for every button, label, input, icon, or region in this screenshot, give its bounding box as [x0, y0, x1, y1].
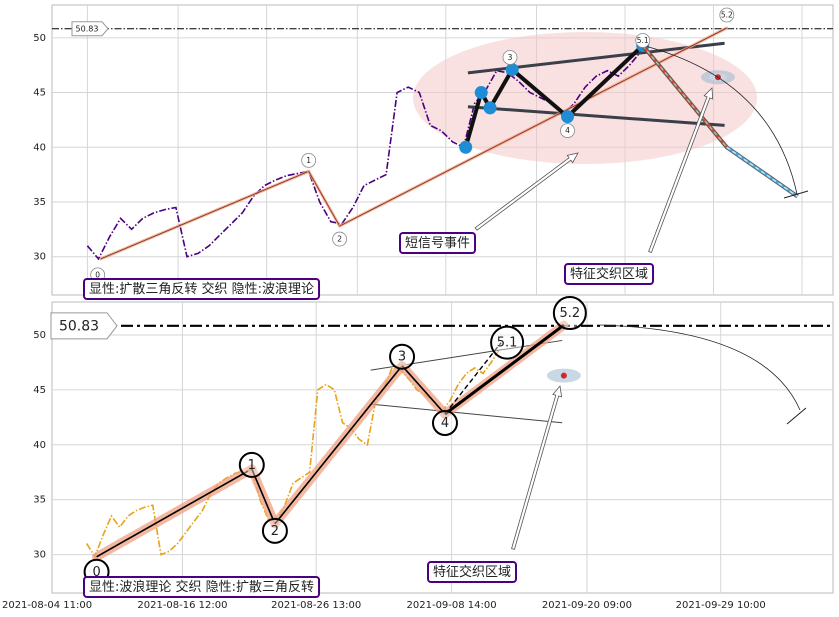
- plot-area: [51, 4, 834, 296]
- pivot-point: [483, 101, 497, 115]
- decay-tick: [783, 190, 809, 199]
- hint-arrow-shape: [511, 385, 563, 550]
- wave-badge: [560, 123, 575, 139]
- annotation-box: [83, 576, 321, 598]
- wave-badge: [261, 517, 288, 544]
- wave-label: 2: [271, 524, 279, 539]
- pivot-point: [474, 86, 488, 100]
- y-tick-label: 45: [33, 88, 46, 99]
- triangle-line: [370, 403, 563, 424]
- y-tick-label: 40: [33, 440, 46, 451]
- wave-line: [308, 171, 340, 227]
- annotation: 特征交织区域: [570, 266, 648, 282]
- wave-label: 3: [398, 350, 406, 365]
- annotation: 短信号事件: [405, 236, 470, 251]
- wave-badge: [719, 7, 735, 23]
- annotation: 显性:扩散三角反转 交织 隐性:波浪理论: [89, 281, 314, 297]
- projection-dash: [726, 146, 799, 198]
- y-tick-label: 45: [33, 385, 46, 396]
- y-tick-label: 35: [33, 495, 46, 506]
- wave-badge: [332, 231, 348, 247]
- wave-line: [444, 323, 565, 416]
- wave-label: 3: [508, 53, 513, 62]
- wave-badge: [431, 410, 458, 437]
- hint-arrow: [648, 87, 714, 254]
- plot: [52, 320, 833, 562]
- triangle-line: [467, 105, 725, 127]
- decay-arc: [599, 324, 801, 411]
- wave-badge: [635, 33, 651, 48]
- wave-badge: [490, 325, 525, 360]
- wave-line: [251, 468, 276, 525]
- x-tick-label: 2021-09-29 10:00: [676, 600, 766, 611]
- wave-label: 4: [441, 416, 449, 431]
- annotation-box: [399, 232, 477, 254]
- hint-arrow-shape: [648, 87, 714, 254]
- hint-arrow: [511, 385, 563, 550]
- pivot-line: [463, 44, 645, 148]
- wave-badge: [301, 152, 317, 168]
- annotation: 特征交织区域: [433, 564, 511, 580]
- x-tick-label: 2021-08-26 13:00: [271, 600, 361, 611]
- wave-badge: [502, 50, 518, 65]
- wave-badge: [389, 343, 416, 370]
- wave-line: [444, 342, 502, 415]
- pivot-point: [459, 140, 473, 154]
- x-tick-label: 2021-08-04 11:00: [2, 600, 92, 611]
- pivot-point: [505, 63, 519, 77]
- plot-area: [51, 301, 834, 594]
- wave-label: 4: [565, 126, 570, 135]
- marker-point: [560, 372, 567, 379]
- pivot-point: [561, 110, 575, 124]
- y-tick-label: 35: [33, 197, 46, 208]
- projection-dash: [642, 45, 728, 148]
- wave-line: [96, 468, 253, 558]
- ref-label: 50.83: [76, 25, 99, 34]
- wave-badge: [238, 451, 265, 478]
- wave-line: [339, 27, 727, 227]
- wave-label: 0: [95, 270, 100, 279]
- wave-label: 5.1: [637, 36, 649, 45]
- decay-arc: [644, 45, 798, 195]
- wave-label: 2: [337, 235, 342, 244]
- wave-label: 1: [306, 156, 311, 165]
- y-tick-label: 40: [33, 142, 46, 153]
- annotation-box: [83, 278, 321, 300]
- x-tick-label: 2021-09-20 09:00: [542, 600, 632, 611]
- x-tick-label: 2021-08-16 12:00: [137, 600, 227, 611]
- ref-flag: [50, 312, 118, 340]
- ref-label: 50.83: [59, 318, 99, 334]
- hint-arrow-shape: [474, 152, 579, 231]
- wave-label: 5.2: [560, 306, 581, 321]
- wave-line: [274, 365, 403, 525]
- wave-badge: [552, 296, 587, 331]
- annotation-box: [427, 561, 518, 583]
- y-tick-label: 50: [33, 33, 46, 44]
- hint-arrow: [474, 152, 579, 231]
- y-tick-label: 30: [33, 550, 46, 561]
- decay-tick: [786, 407, 807, 425]
- wave-label: 0: [92, 565, 100, 580]
- y-tick-label: 30: [33, 252, 46, 263]
- ref-flag: [71, 21, 109, 37]
- annotation-box: [564, 263, 655, 285]
- wave-label: 1: [248, 458, 256, 473]
- wave-label: 5.2: [721, 10, 733, 19]
- x-tick-label: 2021-09-08 14:00: [407, 600, 497, 611]
- wave-line: [100, 170, 309, 260]
- wave-label: 5.1: [497, 336, 518, 351]
- annotation: 显性:波浪理论 交织 隐性:扩散三角反转: [89, 579, 314, 595]
- wave-line: [401, 365, 446, 415]
- y-tick-label: 50: [33, 330, 46, 341]
